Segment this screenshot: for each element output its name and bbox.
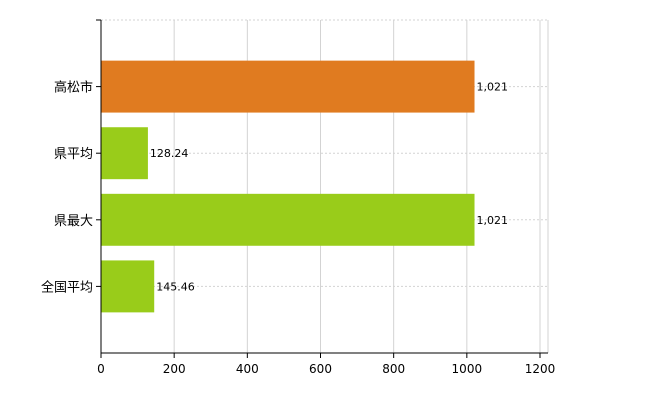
x-tick-label: 200 [163, 362, 186, 376]
bar-1 [101, 127, 148, 180]
x-tick-label: 600 [309, 362, 332, 376]
bar-0 [101, 60, 475, 113]
x-tick-label: 400 [236, 362, 259, 376]
data-label: 128.24 [150, 147, 189, 160]
x-tick-label: 1200 [525, 362, 556, 376]
category-label: 県平均 [54, 147, 93, 162]
bar-2 [101, 193, 475, 246]
x-tick-label: 800 [382, 362, 405, 376]
category-label: 高松市 [54, 80, 93, 96]
x-tick-label: 0 [97, 362, 105, 376]
x-tick-label: 1000 [452, 362, 483, 376]
data-label: 145.46 [156, 280, 195, 293]
data-label: 1,021 [477, 214, 509, 227]
data-label: 1,021 [477, 81, 509, 94]
bar-3 [101, 260, 155, 313]
category-label: 全国平均 [41, 279, 93, 295]
category-label: 県最大 [54, 214, 93, 229]
